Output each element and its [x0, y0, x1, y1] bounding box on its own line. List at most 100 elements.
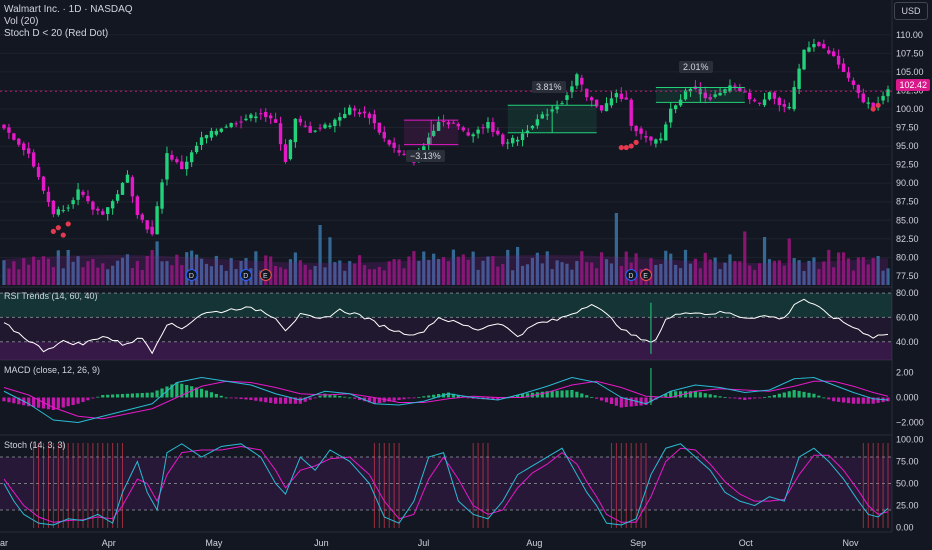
macd-histogram-bar	[2, 397, 6, 402]
candle-body	[673, 105, 678, 110]
candle-body	[481, 127, 485, 129]
macd-histogram-bar	[718, 396, 722, 398]
candle-body	[486, 121, 490, 129]
volume-bar	[71, 261, 75, 285]
candle-body	[807, 47, 811, 52]
volume-legend[interactable]: Vol (20)	[4, 16, 39, 27]
macd-histogram-bar	[204, 390, 209, 398]
volume-bar	[837, 252, 841, 285]
x-tick-label-Nov: Nov	[842, 538, 859, 548]
volume-bar	[540, 263, 544, 285]
macd-histogram-bar	[560, 390, 564, 398]
volume-bar	[318, 225, 322, 285]
volume-bar	[333, 262, 337, 285]
event-marker-icon	[259, 269, 272, 281]
volume-bar	[66, 249, 70, 285]
macd-histogram-bar	[392, 397, 396, 401]
currency-button[interactable]: USD	[894, 2, 928, 20]
candle-body	[343, 113, 347, 118]
volume-bar	[491, 256, 495, 285]
macd-histogram-bar	[111, 394, 115, 398]
symbol-title[interactable]: Walmart Inc. · 1D · NASDAQ	[4, 4, 133, 15]
price-tick-label: 87.50	[896, 197, 919, 207]
candle-body	[254, 116, 258, 119]
macd-histogram-bar	[797, 390, 801, 398]
macd-histogram-bar	[496, 397, 500, 400]
macd-pane-title[interactable]: MACD (close, 12, 26, 9)	[4, 365, 101, 375]
volume-bar	[209, 266, 214, 285]
macd-histogram-bar	[175, 382, 179, 398]
x-tick-label-Sep: Sep	[630, 538, 646, 548]
candle-body	[214, 130, 219, 135]
candle-body	[431, 130, 436, 136]
stoch-pane-title[interactable]: Stoch (14, 3, 3)	[4, 440, 66, 450]
volume-bar	[150, 249, 154, 285]
volume-bar	[832, 267, 836, 285]
candle-body	[328, 125, 332, 128]
candle-body	[446, 122, 451, 125]
macd-histogram-bar	[540, 391, 544, 398]
macd-histogram-bar	[777, 393, 781, 398]
rsi-pane-title[interactable]: RSI Trends (14, 60, 40)	[4, 291, 98, 301]
macd-histogram-bar	[51, 397, 55, 410]
candle-body	[76, 189, 80, 200]
candle-body	[180, 161, 184, 170]
x-tick-label-Apr: Apr	[102, 538, 116, 548]
macd-histogram-bar	[422, 396, 426, 398]
candle-body	[575, 74, 579, 86]
macd-histogram-bar	[244, 397, 248, 400]
volume-bar	[782, 265, 786, 285]
candle-body	[283, 144, 288, 162]
price-tick-label: 77.50	[896, 271, 919, 281]
candle-body	[377, 122, 382, 133]
volume-bar	[595, 268, 599, 285]
candle-body	[762, 99, 767, 106]
macd-histogram-bar	[585, 395, 589, 398]
macd-histogram-bar	[407, 397, 411, 399]
volume-bar	[525, 264, 530, 285]
volume-bar	[530, 257, 535, 285]
candle-body	[36, 166, 41, 177]
volume-bar	[441, 257, 446, 285]
volume-bar	[155, 241, 159, 285]
candle-body	[333, 119, 337, 127]
macd-histogram-bar	[81, 397, 85, 402]
volume-bar	[140, 269, 144, 285]
macd-histogram-bar	[36, 397, 41, 408]
macd-histogram-bar	[708, 394, 712, 398]
macd-histogram-bar	[195, 387, 199, 398]
volume-bar	[516, 246, 520, 285]
macd-histogram-bar	[96, 396, 100, 398]
candle-body	[565, 95, 569, 100]
macd-histogram-bar	[115, 394, 120, 398]
volume-bar	[224, 270, 228, 285]
macd-histogram-bar	[298, 397, 302, 404]
macd-histogram-bar	[743, 397, 747, 400]
macd-histogram-bar	[357, 397, 362, 400]
macd-histogram-bar	[693, 391, 697, 398]
macd-tick-label: −2.000	[896, 418, 924, 428]
stoch-indicator-legend[interactable]: Stoch D < 20 (Red Dot)	[4, 28, 109, 39]
macd-histogram-bar	[674, 391, 678, 398]
volume-bar	[545, 251, 549, 285]
volume-bar	[748, 265, 752, 285]
price-tick-label: 105.00	[896, 67, 924, 77]
macd-histogram-bar	[76, 397, 80, 404]
macd-histogram-bar	[269, 397, 273, 403]
macd-histogram-bar	[595, 397, 599, 399]
macd-histogram-bar	[812, 393, 816, 398]
candle-body	[560, 103, 564, 105]
candle-body	[402, 153, 406, 155]
macd-histogram-bar	[466, 397, 470, 399]
stoch-tick-label: 25.00	[896, 501, 919, 511]
candle-body	[125, 174, 130, 183]
macd-histogram-bar	[644, 397, 648, 405]
volume-bar	[486, 256, 490, 285]
macd-histogram-bar	[565, 390, 569, 398]
macd-histogram-bar	[264, 397, 268, 403]
volume-bar	[392, 259, 396, 285]
volume-bar	[130, 268, 135, 285]
volume-bar	[111, 265, 115, 285]
candle-body	[135, 196, 140, 215]
